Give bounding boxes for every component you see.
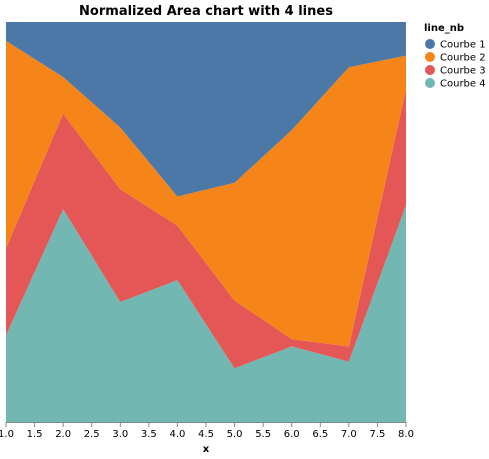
- area-courbe-3: [6, 89, 406, 369]
- legend-symbol: [425, 78, 435, 88]
- legend-symbol: [425, 52, 435, 62]
- x-axis: 1.0 1.5 2.0 2.5 3.0 3.5 4.0 4.5 5.0 5.5 6.0 6.5 7.0 7…: [0, 422, 414, 440]
- legend: line_nb Courbe 1 Courbe 2 Courbe 3 Courbe 4: [424, 23, 486, 90]
- x-tick-label: 5.0: [227, 429, 243, 440]
- area-courbe-2: [6, 40, 406, 347]
- x-tick-label: 7.0: [341, 429, 357, 440]
- legend-label: Courbe 1: [440, 40, 486, 51]
- area-courbe-4: [6, 205, 406, 422]
- x-tick-label: 3.5: [141, 429, 157, 440]
- legend-label: Courbe 3: [440, 66, 486, 77]
- x-tick-label: 7.5: [369, 429, 385, 440]
- chart-title: Normalized Area chart with 4 lines: [79, 4, 333, 19]
- x-tick-label: 2.5: [84, 429, 100, 440]
- legend-label: Courbe 2: [440, 53, 486, 64]
- legend-title: line_nb: [424, 23, 464, 34]
- x-tick-label: 6.0: [284, 429, 300, 440]
- x-tick-label: 1.5: [27, 429, 43, 440]
- x-tick-label: 1.0: [0, 429, 14, 440]
- x-tick-label: 8.0: [398, 429, 414, 440]
- x-tick-label: 4.0: [169, 429, 185, 440]
- legend-symbol: [425, 39, 435, 49]
- x-tick-label: 5.5: [255, 429, 271, 440]
- area-courbe-1: [6, 22, 406, 197]
- x-tick-label: 4.5: [198, 429, 214, 440]
- x-tick-label: 2.0: [55, 429, 71, 440]
- x-tick-label: 3.0: [112, 429, 128, 440]
- legend-label: Courbe 4: [440, 79, 486, 90]
- legend-symbol: [425, 65, 435, 75]
- x-axis-title: x: [203, 444, 210, 455]
- x-tick-label: 6.5: [312, 429, 328, 440]
- area-layers: [6, 22, 406, 422]
